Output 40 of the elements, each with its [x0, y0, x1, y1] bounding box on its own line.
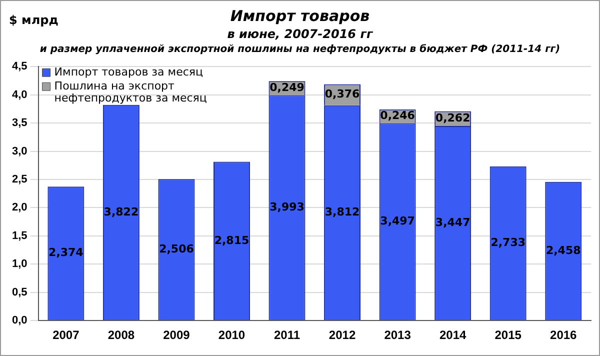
text: и размер уплаченной экспортной пошлины на нефтепродукты в бюджет РФ (2011-14 гг)	[38, 44, 562, 55]
data-label: 0,376	[324, 88, 360, 101]
x-tick-label: 2009	[163, 328, 190, 342]
y-tick-label: 2,5	[12, 174, 28, 186]
x-tick-label: 2011	[274, 328, 300, 342]
y-tick-label: 4,0	[12, 88, 28, 101]
data-label: 2,815	[214, 234, 250, 247]
data-label: 2,458	[546, 244, 581, 257]
y-tick-label: 1,5	[12, 230, 28, 242]
data-label: 0,262	[435, 112, 470, 124]
data-label: 3,993	[270, 200, 304, 214]
x-tick-label: 2015	[494, 328, 522, 342]
data-label: 3,822	[104, 205, 139, 218]
y-axis-title: $ млрд	[9, 13, 58, 27]
data-label: 2,733	[490, 236, 526, 250]
data-label: 0,246	[380, 109, 416, 122]
x-tick-label: 2016	[550, 328, 578, 342]
x-tick-label: 2013	[384, 328, 412, 342]
y-tick-label: 4,5	[12, 60, 28, 73]
x-tick-label: 2012	[328, 328, 356, 342]
y-tick-label: 2,0	[12, 202, 28, 214]
legend-label: Пошлина на экспорт нефтепродуктов за месяц	[54, 79, 207, 104]
y-tick-label: 0,5	[12, 286, 28, 298]
x-tick-label: 2010	[218, 328, 246, 342]
y-tick-label: 3,0	[12, 145, 28, 158]
data-label: 3,497	[380, 214, 415, 228]
data-label: 3,447	[435, 216, 470, 229]
y-tick-label: 3,5	[12, 117, 28, 130]
chart-subtitle: в июне, 2007-2016 гг	[226, 27, 374, 41]
data-label: 0,249	[270, 81, 304, 94]
data-label: 3,812	[324, 206, 360, 219]
x-tick-label: 2014	[439, 328, 466, 342]
data-label: 2,374	[48, 246, 84, 260]
x-tick-label: 2007	[52, 328, 80, 342]
data-label: 2,506	[159, 242, 194, 256]
y-tick-label: 1,0	[12, 258, 28, 270]
y-tick-label: 0,0	[12, 314, 28, 327]
legend-label: Импорт товаров за месяц	[54, 65, 203, 78]
x-tick-label: 2008	[108, 328, 135, 342]
chart-title: Импорт товаров	[230, 7, 370, 25]
